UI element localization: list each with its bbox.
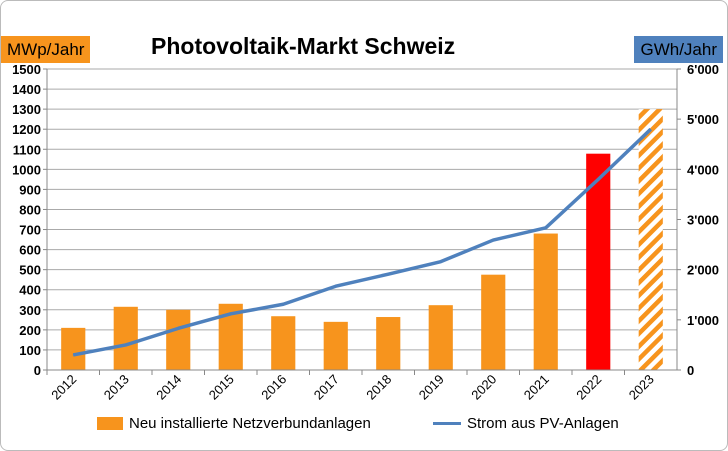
legend-swatch-line <box>433 422 461 425</box>
left-axis-unit-label: MWp/Jahr <box>1 36 91 63</box>
left-tick-label: 1300 <box>12 102 41 117</box>
bar-2016 <box>271 316 296 370</box>
legend-item-bars: Neu installierte Netzverbundanlagen <box>97 415 371 432</box>
x-tick-label: 2020 <box>468 372 499 403</box>
line-point-2018 <box>387 273 389 275</box>
x-tick-label: 2015 <box>206 372 237 403</box>
legend-label-line: Strom aus PV-Anlagen <box>467 415 619 432</box>
left-tick-label: 1200 <box>12 122 41 137</box>
line-point-2015 <box>230 313 232 315</box>
right-tick-label: 1'000 <box>687 313 719 328</box>
x-tick-label: 2018 <box>363 372 394 403</box>
bar-2018 <box>376 317 401 370</box>
line-series <box>72 127 652 357</box>
chart-title: Photovoltaik-Markt Schweiz <box>151 33 456 59</box>
x-tick-label: 2019 <box>416 372 447 403</box>
x-tick-label: 2013 <box>101 372 132 403</box>
line-point-2012 <box>72 354 74 356</box>
line-point-2022 <box>597 178 599 180</box>
line-point-2016 <box>282 303 284 305</box>
left-tick-label: 700 <box>19 223 41 238</box>
left-tick-label: 200 <box>19 323 41 338</box>
line-point-2023 <box>650 128 652 130</box>
right-tick-label: 3'000 <box>687 213 719 228</box>
bar-2022 <box>586 153 611 370</box>
left-tick-label: 400 <box>19 283 41 298</box>
left-tick-label: 1500 <box>12 62 41 77</box>
x-tick-label: 2022 <box>573 372 604 403</box>
line-point-2013 <box>125 344 127 346</box>
left-tick-label: 800 <box>19 202 41 217</box>
bar-2013 <box>113 306 138 370</box>
line-point-2014 <box>177 327 179 329</box>
bar-2017 <box>323 321 348 370</box>
left-tick-label: 1000 <box>12 162 41 177</box>
line-point-2020 <box>492 239 494 241</box>
bar-2014 <box>166 309 191 370</box>
x-tick-label: 2017 <box>311 372 342 403</box>
x-tick-label: 2023 <box>626 372 657 403</box>
right-tick-label: 2'000 <box>687 263 719 278</box>
right-tick-label: 4'000 <box>687 162 719 177</box>
right-tick-label: 6'000 <box>687 62 719 77</box>
x-tick-label: 2016 <box>258 372 289 403</box>
bar-2019 <box>428 305 453 370</box>
left-tick-label: 600 <box>19 243 41 258</box>
x-tick-label: 2014 <box>153 372 184 403</box>
left-tick-label: 100 <box>19 343 41 358</box>
left-tick-label: 300 <box>19 303 41 318</box>
x-tick-label: 2021 <box>521 372 552 403</box>
bar-2021 <box>533 233 558 370</box>
left-tick-label: 1400 <box>12 82 41 97</box>
line-point-2017 <box>335 285 337 287</box>
left-tick-label: 900 <box>19 182 41 197</box>
line-point-2019 <box>440 261 442 263</box>
legend-label-bars: Neu installierte Netzverbundanlagen <box>129 415 371 432</box>
bar-2023 <box>638 109 663 370</box>
right-tick-label: 5'000 <box>687 112 719 127</box>
left-tick-label: 500 <box>19 263 41 278</box>
left-tick-label: 1100 <box>13 142 41 157</box>
line-point-2021 <box>545 227 547 229</box>
left-tick-label: 0 <box>34 363 41 378</box>
right-tick-label: 0 <box>687 363 694 378</box>
legend-swatch-bar <box>97 417 123 430</box>
legend-item-line: Strom aus PV-Anlagen <box>433 415 619 432</box>
right-axis-unit-label: GWh/Jahr <box>634 36 723 63</box>
x-tick-label: 2012 <box>48 372 79 403</box>
bar-2012 <box>61 327 86 370</box>
bar-2020 <box>481 274 506 370</box>
